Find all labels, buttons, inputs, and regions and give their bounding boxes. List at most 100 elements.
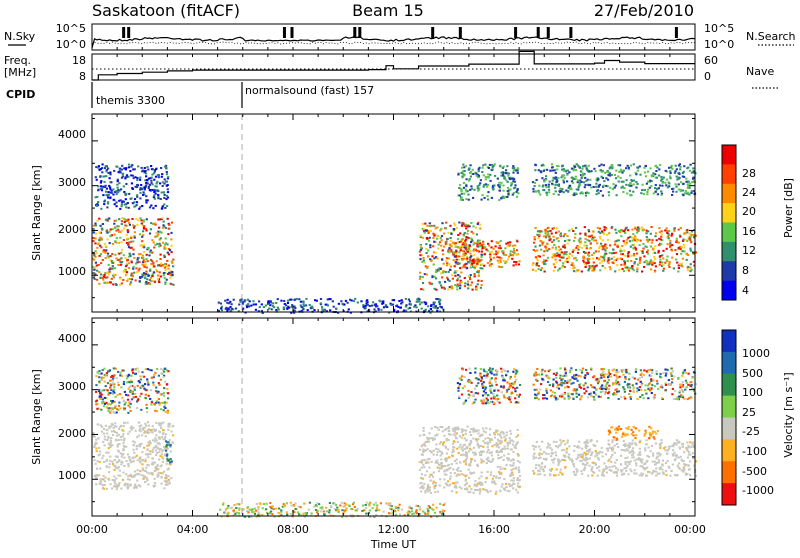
data-cell [107, 201, 109, 203]
data-cell [651, 226, 653, 228]
data-cell [600, 164, 602, 166]
data-cell [650, 185, 652, 187]
data-cell [603, 233, 605, 235]
data-cell [364, 307, 366, 309]
data-cell [512, 254, 514, 256]
data-cell [621, 245, 623, 247]
data-cell [488, 460, 490, 462]
data-cell [134, 198, 136, 200]
data-cell [130, 281, 132, 283]
data-cell [647, 230, 649, 232]
data-cell [134, 237, 136, 239]
data-cell [105, 425, 107, 427]
data-cell [545, 175, 547, 177]
data-cell [130, 237, 132, 239]
data-cell [121, 282, 123, 284]
data-cell [491, 451, 493, 453]
data-cell [485, 477, 487, 479]
data-cell [584, 226, 586, 228]
data-cell [330, 506, 332, 508]
data-cell [457, 467, 459, 469]
data-cell [474, 480, 476, 482]
data-cell [127, 463, 129, 465]
data-cell [120, 188, 122, 190]
data-cell [633, 183, 635, 185]
data-cell [416, 509, 418, 511]
data-cell [465, 248, 467, 250]
data-cell [458, 396, 460, 398]
data-cell [618, 181, 620, 183]
data-cell [147, 368, 149, 370]
data-cell [137, 385, 139, 387]
data-cell [466, 489, 468, 491]
data-cell [95, 176, 97, 178]
data-cell [160, 167, 162, 169]
data-cell [127, 229, 129, 231]
data-cell [489, 428, 491, 430]
data-cell [160, 368, 162, 370]
data-cell [104, 252, 106, 254]
data-cell [635, 187, 637, 189]
data-cell [499, 442, 501, 444]
data-cell [503, 396, 505, 398]
data-cell [156, 260, 158, 262]
data-cell [564, 266, 566, 268]
data-cell [116, 488, 118, 490]
data-cell [442, 444, 444, 446]
data-cell [440, 455, 442, 457]
data-cell [118, 451, 120, 453]
data-cell [504, 262, 506, 264]
data-cell [483, 370, 485, 372]
data-cell [104, 436, 106, 438]
data-cell [432, 504, 434, 506]
data-cell [433, 471, 435, 473]
data-cell [450, 237, 452, 239]
data-cell [666, 248, 668, 250]
data-cell [439, 306, 441, 308]
data-cell [509, 253, 511, 255]
data-cell [114, 469, 116, 471]
data-cell [162, 473, 164, 475]
data-cell [114, 203, 116, 205]
data-cell [558, 249, 560, 251]
data-cell [462, 245, 464, 247]
data-cell [102, 194, 104, 196]
data-cell [479, 454, 481, 456]
data-cell [551, 183, 553, 185]
data-cell [93, 259, 95, 261]
data-cell [477, 187, 479, 189]
data-cell [473, 492, 475, 494]
data-cell [477, 283, 479, 285]
data-cell [427, 484, 429, 486]
data-cell [480, 256, 482, 258]
data-cell [441, 462, 443, 464]
data-cell [117, 475, 119, 477]
data-cell [632, 247, 634, 249]
data-cell [555, 172, 557, 174]
data-cell [509, 188, 511, 190]
data-cell [297, 511, 299, 513]
data-cell [552, 177, 554, 179]
data-cell [643, 193, 645, 195]
data-cell [653, 192, 655, 194]
data-cell [474, 273, 476, 275]
data-cell [664, 229, 666, 231]
data-cell [118, 443, 120, 445]
data-cell [482, 446, 484, 448]
data-cell [616, 245, 618, 247]
data-cell [124, 422, 126, 424]
data-cell [548, 191, 550, 193]
data-cell [95, 391, 97, 393]
data-cell [454, 460, 456, 462]
data-cell [660, 239, 662, 241]
data-cell [286, 511, 288, 513]
data-cell [430, 230, 432, 232]
data-cell [152, 451, 154, 453]
data-cell [461, 379, 463, 381]
data-cell [667, 243, 669, 245]
data-cell [537, 259, 539, 261]
data-cell [611, 164, 613, 166]
data-cell [132, 268, 134, 270]
data-cell [152, 183, 154, 185]
data-cell [577, 246, 579, 248]
